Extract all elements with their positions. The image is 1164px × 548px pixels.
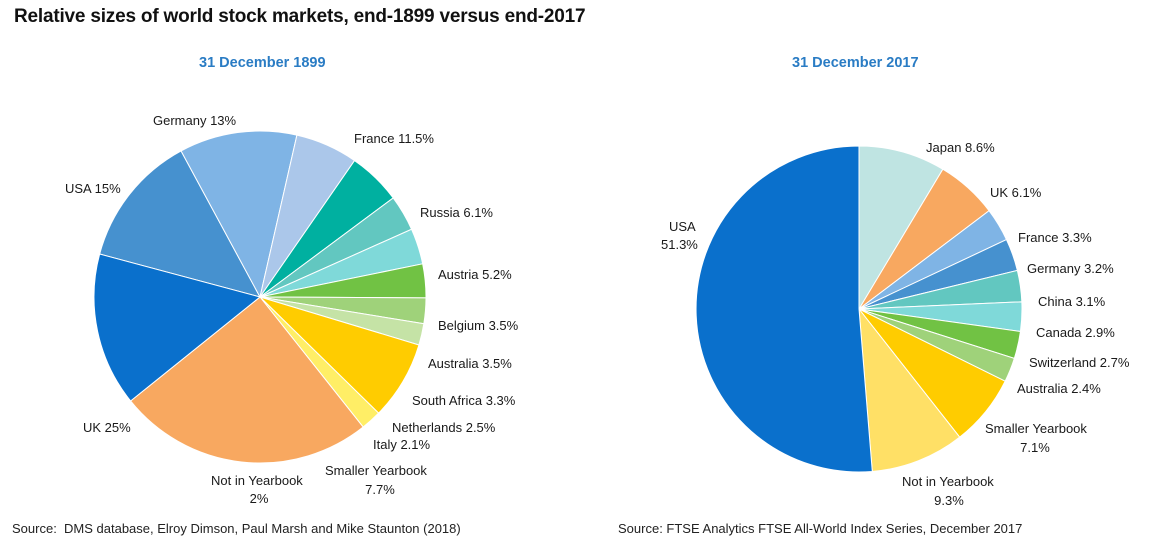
source-1899: Source: DMS database, Elroy Dimson, Paul… xyxy=(12,521,461,536)
pie-2017-title: 31 December 2017 xyxy=(792,55,919,71)
pie-1-label-8: Smaller Yearbook xyxy=(985,421,1087,436)
pie-0-label-9: Smaller Yearbook xyxy=(325,463,427,478)
pie-0-label-5: Australia 3.5% xyxy=(428,356,512,371)
pie-0-label-7: Netherlands 2.5% xyxy=(392,420,496,435)
pie-0-slice-0 xyxy=(99,150,261,298)
pie-0-label-0: Germany 13% xyxy=(153,113,237,128)
pie-0-label-11: Not in Yearbook xyxy=(211,473,303,488)
pie-1-slice-10 xyxy=(695,145,873,473)
pie-0-label-12: 2% xyxy=(250,491,269,506)
pie-0-label-6: South Africa 3.3% xyxy=(412,393,516,408)
pie-0-label-10: 7.7% xyxy=(365,482,395,497)
pie-1-label-1: UK 6.1% xyxy=(990,185,1042,200)
pie-1-label-5: Canada 2.9% xyxy=(1036,325,1115,340)
pie-1-label-13: 51.3% xyxy=(661,237,698,252)
pie-1899-title: 31 December 1899 xyxy=(199,55,326,71)
pie-1-label-9: 7.1% xyxy=(1020,440,1050,455)
pie-0-label-4: Belgium 3.5% xyxy=(438,318,519,333)
pie-1-label-12: USA xyxy=(669,219,696,234)
pie-0-label-2: Russia 6.1% xyxy=(420,205,493,220)
pie-1-label-2: France 3.3% xyxy=(1018,230,1092,245)
pie-0-label-3: Austria 5.2% xyxy=(438,267,512,282)
pie-1-label-3: Germany 3.2% xyxy=(1027,261,1114,276)
pie-1-label-0: Japan 8.6% xyxy=(926,140,995,155)
pie-1-label-4: China 3.1% xyxy=(1038,294,1106,309)
pie-0-label-1: France 11.5% xyxy=(354,131,434,146)
pie-1-slice-0 xyxy=(858,145,944,311)
pie-1-label-11: 9.3% xyxy=(934,493,964,508)
pie-1-slice-9 xyxy=(858,307,961,472)
chart-title: Relative sizes of world stock markets, e… xyxy=(14,6,586,27)
pie-0-slice-12 xyxy=(93,253,262,402)
pie-0-slice-1 xyxy=(180,130,298,299)
pie-0-slice-11 xyxy=(129,296,364,464)
source-2017: Source: FTSE Analytics FTSE All-World In… xyxy=(618,521,1023,536)
pie-0-label-8: Italy 2.1% xyxy=(373,437,431,452)
pie-1-label-10: Not in Yearbook xyxy=(902,474,994,489)
pie-0-label-13: UK 25% xyxy=(83,420,131,435)
pie-1-label-6: Switzerland 2.7% xyxy=(1029,355,1130,370)
pie-0-label-14: USA 15% xyxy=(65,181,121,196)
pie-1-label-7: Australia 2.4% xyxy=(1017,381,1101,396)
